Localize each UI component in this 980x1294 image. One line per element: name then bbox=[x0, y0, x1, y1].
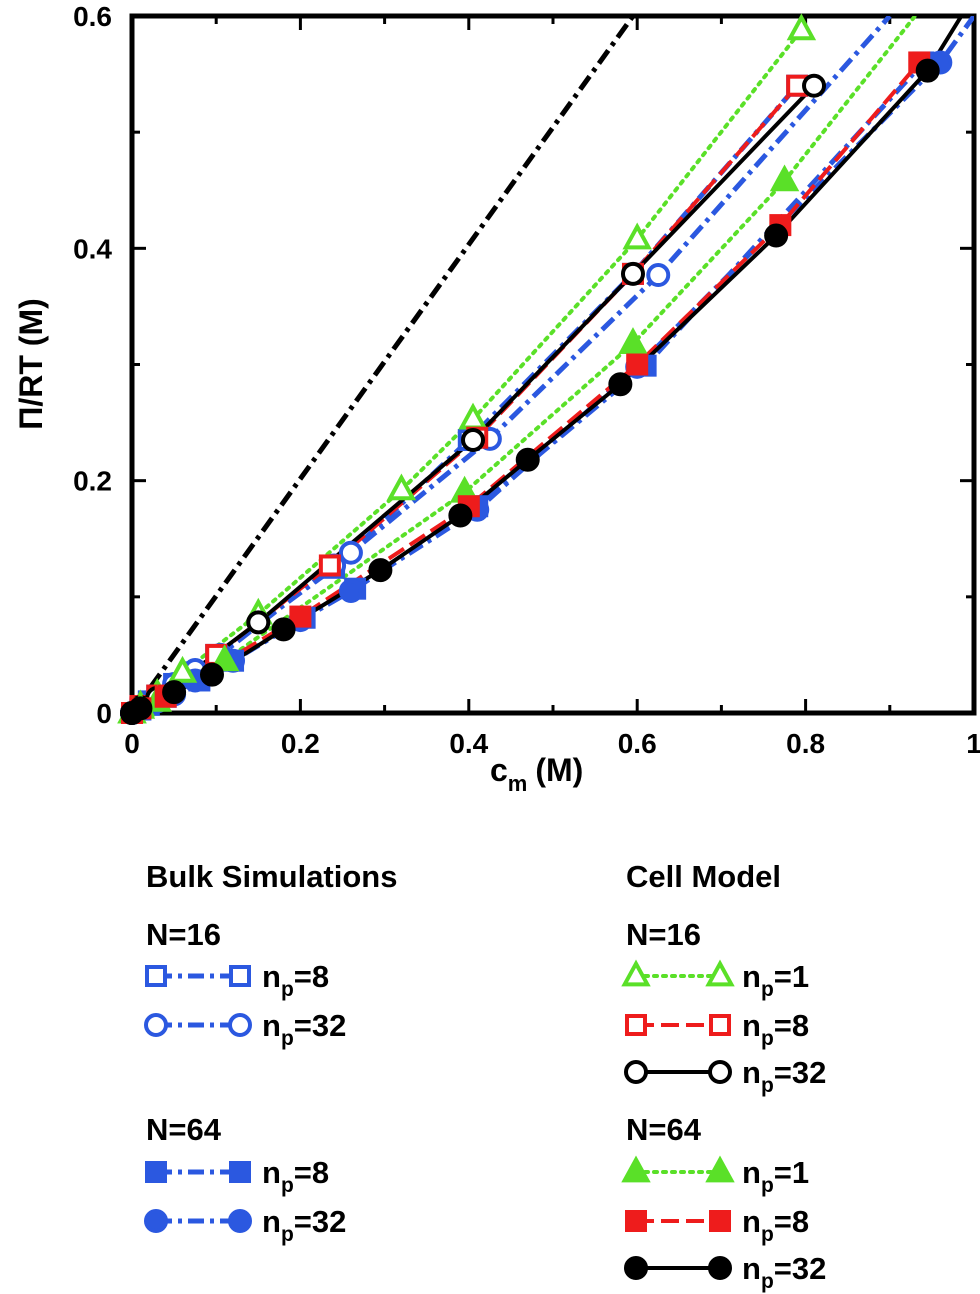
legend-label: np=32 bbox=[262, 1204, 346, 1246]
series-line-5 bbox=[132, 84, 799, 713]
legend-marker bbox=[708, 1060, 732, 1084]
legend-marker bbox=[624, 1060, 648, 1084]
data-point bbox=[246, 610, 271, 635]
data-point bbox=[386, 473, 417, 501]
x-tick-label: 0.6 bbox=[618, 728, 657, 759]
legend-label: np=1 bbox=[742, 959, 809, 1001]
y-tick-label: 0.4 bbox=[73, 233, 112, 264]
legend-entry: np=32 bbox=[624, 1055, 826, 1097]
series-line-0 bbox=[132, 84, 800, 713]
data-point bbox=[199, 662, 224, 687]
legend-marker bbox=[708, 1256, 732, 1280]
ideal-reference-line bbox=[132, 16, 636, 713]
legend-marker bbox=[229, 1161, 251, 1183]
y-tick-label: 0.2 bbox=[73, 466, 112, 497]
legend-marker bbox=[145, 1161, 167, 1183]
data-point bbox=[461, 428, 486, 453]
x-tick-label: 0.2 bbox=[281, 728, 320, 759]
data-point bbox=[626, 353, 649, 376]
legend-marker bbox=[705, 959, 735, 987]
legend-entry: np=8 bbox=[625, 1204, 809, 1246]
data-point bbox=[620, 261, 645, 286]
legend-marker bbox=[228, 1209, 252, 1233]
series-line-6 bbox=[132, 84, 816, 713]
legend-marker bbox=[709, 1014, 731, 1036]
legend-entry: np=1 bbox=[621, 1155, 809, 1197]
legend-marker bbox=[228, 1013, 252, 1037]
legend-marker bbox=[229, 965, 251, 987]
legend-entry: np=8 bbox=[145, 959, 329, 1001]
legend-marker bbox=[625, 1014, 647, 1036]
data-point bbox=[128, 696, 153, 721]
legend-label: np=32 bbox=[742, 1055, 826, 1097]
legend-label: np=32 bbox=[262, 1008, 346, 1050]
legend-marker bbox=[621, 1155, 651, 1183]
data-point bbox=[515, 447, 540, 472]
data-point bbox=[802, 73, 827, 98]
legend-label: np=1 bbox=[742, 1155, 809, 1197]
data-point bbox=[338, 540, 363, 565]
legend-label: np=8 bbox=[262, 959, 329, 1001]
axis-tick-labels: 0 0.2 0.4 0.6 0.8 1 0 0.2 0.4 0.6 bbox=[73, 1, 980, 759]
data-point bbox=[915, 58, 940, 83]
legend-entry: np=8 bbox=[145, 1155, 329, 1197]
legend-marker bbox=[624, 1256, 648, 1280]
data-point bbox=[622, 222, 652, 250]
legend-cell-n64: N=64 bbox=[626, 1112, 702, 1147]
legend-marker bbox=[144, 1013, 168, 1037]
legend-marker bbox=[625, 1210, 647, 1232]
data-point bbox=[167, 655, 198, 683]
legend-cell-n16: N=16 bbox=[626, 917, 701, 952]
x-axis-label: cm (M) bbox=[490, 752, 583, 796]
data-point bbox=[646, 263, 671, 288]
data-point bbox=[769, 164, 800, 192]
legend-marker bbox=[144, 1209, 168, 1233]
legend-title-bulk: Bulk Simulations bbox=[146, 859, 397, 894]
data-point bbox=[318, 554, 341, 577]
legend-marker bbox=[621, 959, 651, 987]
legend-entry: np=32 bbox=[144, 1204, 346, 1246]
data-point bbox=[271, 617, 296, 642]
series-line-1 bbox=[132, 16, 892, 713]
series-markers bbox=[117, 13, 953, 725]
data-point bbox=[162, 680, 187, 705]
data-point bbox=[448, 503, 473, 528]
x-tick-label: 0.4 bbox=[449, 728, 488, 759]
data-point bbox=[209, 644, 240, 672]
y-tick-label: 0.6 bbox=[73, 1, 112, 32]
legend-label: np=8 bbox=[262, 1155, 329, 1197]
y-tick-label: 0 bbox=[96, 698, 112, 729]
data-point bbox=[289, 605, 312, 628]
legend-marker bbox=[705, 1155, 735, 1183]
y-axis-label: Π/RT (M) bbox=[13, 298, 49, 430]
legend-entry: np=32 bbox=[144, 1008, 346, 1050]
legend-entry: np=32 bbox=[624, 1251, 826, 1293]
legend: Bulk Simulations Cell Model N=16 N=64 N=… bbox=[144, 859, 826, 1293]
data-point bbox=[786, 13, 817, 41]
series-line-4 bbox=[132, 27, 804, 713]
data-point bbox=[608, 372, 633, 397]
legend-marker bbox=[709, 1210, 731, 1232]
legend-label: np=8 bbox=[742, 1204, 809, 1246]
legend-entry: np=8 bbox=[625, 1008, 809, 1050]
axis-ticks bbox=[130, 14, 976, 715]
data-point bbox=[764, 223, 789, 248]
legend-label: np=8 bbox=[742, 1008, 809, 1050]
data-point bbox=[618, 327, 648, 354]
x-tick-label: 0.8 bbox=[786, 728, 825, 759]
legend-bulk-n64: N=64 bbox=[146, 1112, 222, 1147]
data-point bbox=[368, 558, 393, 583]
data-point bbox=[338, 579, 363, 604]
x-tick-label: 1 bbox=[966, 728, 980, 759]
x-tick-label: 0 bbox=[124, 728, 140, 759]
legend-entry: np=1 bbox=[621, 959, 809, 1001]
legend-marker bbox=[145, 965, 167, 987]
legend-bulk-n16: N=16 bbox=[146, 917, 221, 952]
legend-label: np=32 bbox=[742, 1251, 826, 1293]
legend-title-cell: Cell Model bbox=[626, 859, 781, 894]
